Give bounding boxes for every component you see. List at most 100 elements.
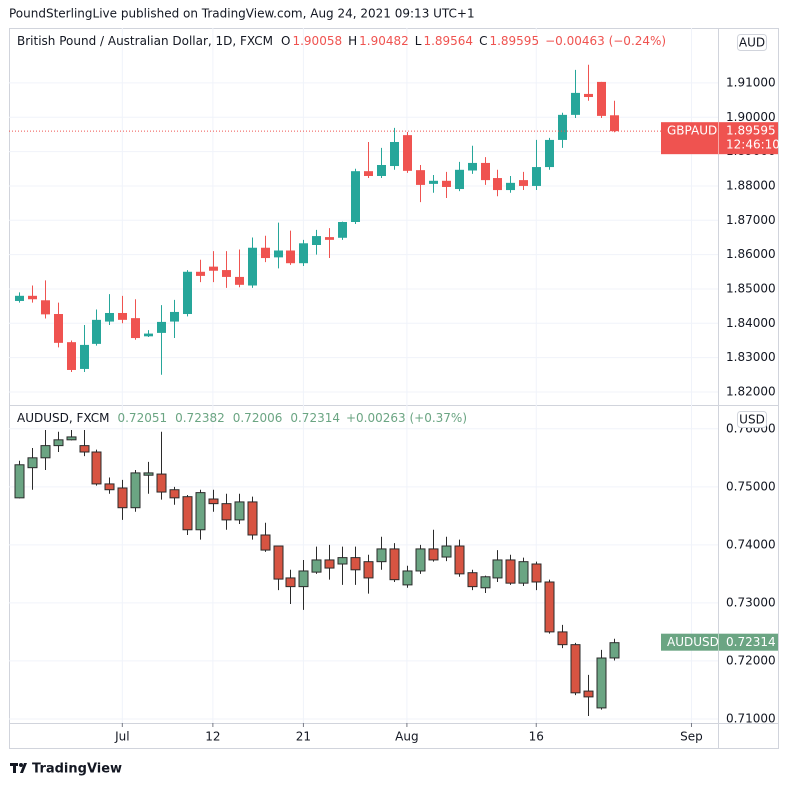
candle-body <box>558 114 567 140</box>
candle-body <box>260 534 271 551</box>
candle-body <box>53 439 64 447</box>
candle-body <box>544 581 555 633</box>
candle-body <box>467 572 478 588</box>
x-tick-label: Jul <box>114 730 129 744</box>
candle-body <box>531 563 542 583</box>
candle-body <box>67 342 76 370</box>
candle-body <box>273 545 284 580</box>
candle-body <box>299 243 308 264</box>
legend-value: 1.89564 <box>423 34 473 48</box>
legend-letter: C <box>479 34 487 48</box>
candle-body <box>157 321 166 333</box>
legend-value: 0.72006 <box>233 411 283 425</box>
candle-body <box>208 498 219 505</box>
y-tick-label: 1.91000 <box>726 75 776 89</box>
y-tick-label: 1.83000 <box>726 350 776 364</box>
candle-body <box>79 445 90 453</box>
candle-body <box>311 559 322 573</box>
candle-body <box>170 311 179 322</box>
candle-body <box>351 171 360 222</box>
currency: USD <box>739 413 765 427</box>
candle-body <box>442 180 451 187</box>
y-tick-label: 1.85000 <box>726 281 776 295</box>
price-label-box <box>661 122 778 155</box>
candle-body <box>312 236 321 245</box>
candle-body <box>454 545 465 575</box>
y-tick-label: 1.84000 <box>726 316 776 330</box>
last-price: 1.89595 <box>726 124 776 138</box>
candle-body <box>195 492 206 531</box>
last-price: 0.72314 <box>726 635 776 649</box>
x-tick-label: 12 <box>205 730 220 744</box>
y-tick-label: 1.86000 <box>726 247 776 261</box>
legend-value: 0.72382 <box>175 411 225 425</box>
y-tick-label: 0.71000 <box>726 711 776 725</box>
candle-body <box>480 576 491 589</box>
candle-body <box>104 483 115 491</box>
candle-body <box>28 295 37 300</box>
candle-body <box>390 141 399 167</box>
candle-body <box>169 489 180 499</box>
candle-body <box>324 559 335 569</box>
candle-body <box>274 250 283 258</box>
candle-body <box>298 570 309 588</box>
brand: TradingView <box>32 762 122 777</box>
currency-box <box>737 34 767 51</box>
layer: 1.82000 1.83000 1.84000 1.85000 1.86000 1.870… <box>17 34 780 744</box>
legend-value: 1.90058 <box>292 34 342 48</box>
published-note: PoundSterlingLive published on TradingVi… <box>9 7 475 21</box>
legend-value: 0.72314 <box>290 411 340 425</box>
candle-body <box>144 333 153 337</box>
candle-body <box>376 548 387 563</box>
candle-body <box>364 171 373 176</box>
candle-body <box>41 300 50 315</box>
y-tick-label: 0.73000 <box>726 595 776 609</box>
candle-body <box>532 167 541 186</box>
symbol-label: GBPAUD <box>667 124 717 138</box>
candle-body <box>156 473 167 493</box>
candle-body <box>40 445 51 459</box>
x-tick-label: 21 <box>296 730 311 744</box>
candle-body <box>584 93 593 98</box>
candle-body <box>234 501 245 521</box>
candle-body <box>557 631 568 646</box>
brand-logo <box>10 763 27 773</box>
candle-body <box>196 271 205 276</box>
candle-body <box>222 270 231 277</box>
candle-body <box>545 139 554 168</box>
candle-body <box>350 557 361 571</box>
candle-body <box>247 501 258 536</box>
candle-body <box>92 319 101 344</box>
candle-body <box>130 472 141 509</box>
candle-body <box>131 318 140 339</box>
y-tick-label: 0.72000 <box>726 653 776 667</box>
candle-body <box>609 642 620 659</box>
legend-value: 1.89595 <box>489 34 539 48</box>
candle-body <box>235 276 244 285</box>
candle-body <box>429 180 438 184</box>
candle-body <box>91 451 102 485</box>
candle-body <box>403 135 412 171</box>
candle-body <box>505 559 516 584</box>
legend-title: AUDUSD, FXCM <box>17 411 109 425</box>
candle-body <box>15 295 24 301</box>
candle-body <box>506 182 515 191</box>
y-tick-label: 0.74000 <box>726 537 776 551</box>
candle-body <box>338 221 347 238</box>
candle-body <box>143 472 154 476</box>
countdown: 12:46:10 <box>726 138 780 152</box>
candle-body <box>518 561 529 584</box>
legend-letter: H <box>348 34 357 48</box>
candle-body <box>285 577 296 588</box>
candle-body <box>261 247 270 259</box>
candle-body <box>221 503 232 521</box>
frame <box>9 28 779 749</box>
y-tick-label: 0.75000 <box>726 479 776 493</box>
legend: AUDUSD, FXCM 0.72051 0.72382 0.72006 0.72314… <box>17 411 467 425</box>
price-label-box <box>661 633 778 651</box>
y-tick-label: 1.88000 <box>726 178 776 192</box>
candle-body <box>455 169 464 190</box>
y-tick-label: 1.82000 <box>726 384 776 398</box>
